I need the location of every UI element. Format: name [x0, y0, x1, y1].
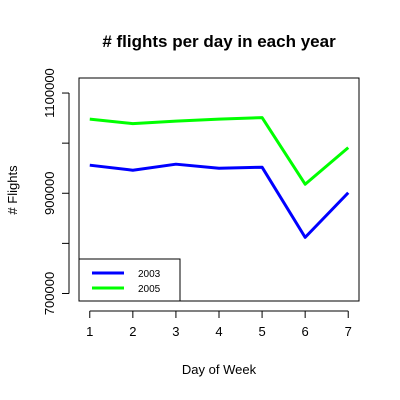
x-tick-label: 7: [345, 324, 352, 339]
chart-title: # flights per day in each year: [102, 32, 336, 51]
y-tick-label: 900000: [42, 172, 57, 215]
x-axis: 1 2 3 4 5 6 7: [86, 310, 352, 339]
x-tick-label: 1: [86, 324, 93, 339]
x-tick-label: 3: [172, 324, 179, 339]
y-axis-label: # Flights: [5, 165, 20, 215]
legend: 2003 2005: [78, 258, 181, 302]
legend-label: 2005: [138, 284, 161, 295]
x-axis-label: Day of Week: [182, 362, 257, 377]
x-tick-label: 5: [258, 324, 265, 339]
plot-frame: [78, 77, 360, 302]
y-tick-label: 1100000: [42, 68, 57, 118]
series-line-2005: [89, 116, 350, 186]
y-tick-label: 700000: [42, 272, 57, 315]
series-line-2003: [89, 162, 350, 239]
x-tick-label: 6: [302, 324, 309, 339]
legend-box: [78, 258, 181, 302]
y-axis: 700000 900000 1100000: [42, 68, 70, 315]
legend-label: 2003: [138, 269, 161, 280]
series-lines: [89, 116, 350, 239]
x-tick-label: 2: [129, 324, 136, 339]
x-tick-label: 4: [215, 324, 222, 339]
